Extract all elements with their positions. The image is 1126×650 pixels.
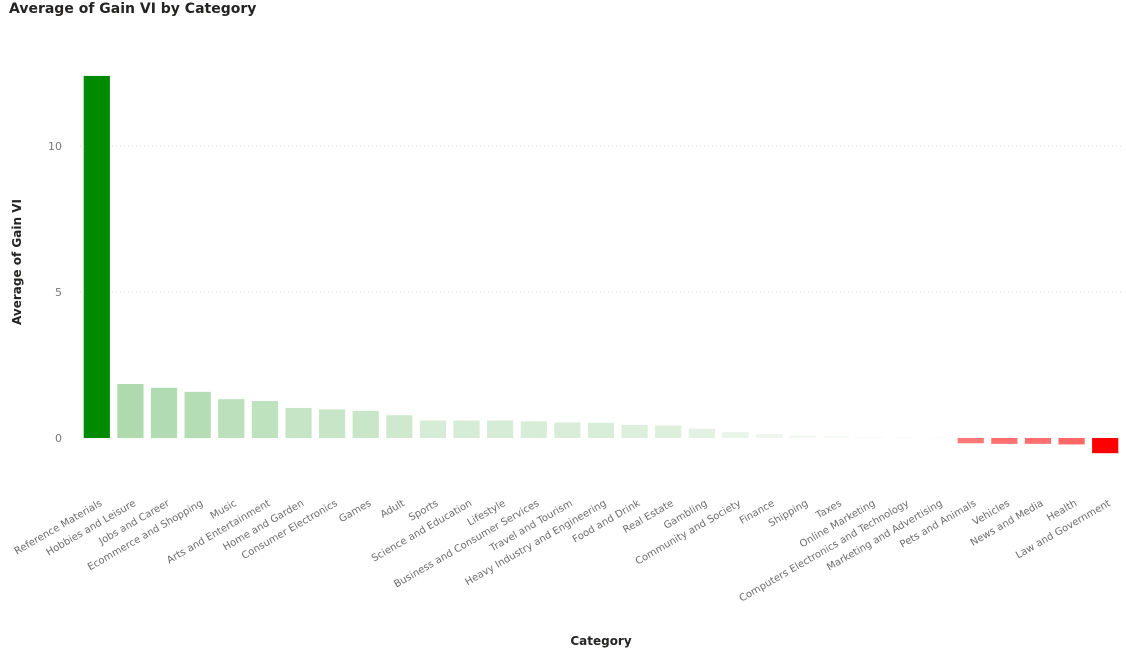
- bar: [755, 433, 783, 438]
- bar: [722, 432, 749, 438]
- bar: [823, 435, 850, 438]
- bar: [856, 436, 884, 438]
- x-axis-title: Category: [570, 634, 632, 648]
- bar: [352, 410, 379, 438]
- bar: [621, 424, 648, 438]
- y-tick-label: 0: [55, 432, 62, 445]
- bar: [83, 75, 110, 439]
- bar: [386, 415, 413, 438]
- bar: [419, 420, 447, 438]
- bar: [688, 428, 715, 438]
- bar: [789, 435, 816, 438]
- bar: [487, 420, 514, 438]
- y-tick-label: 10: [48, 140, 62, 153]
- bar: [587, 422, 615, 438]
- bar: [218, 399, 245, 438]
- chart-title: Average of Gain VI by Category: [9, 1, 257, 17]
- bar: [251, 400, 278, 438]
- bar: [1024, 438, 1052, 444]
- bar: [924, 437, 951, 439]
- bar: [150, 387, 178, 438]
- bar: [890, 437, 917, 439]
- bar: [184, 391, 211, 438]
- bar: [318, 409, 346, 438]
- bar: [957, 438, 984, 444]
- bar: [1058, 438, 1085, 445]
- bar: [554, 422, 581, 438]
- bar: [285, 407, 312, 438]
- bar: [1092, 438, 1119, 454]
- x-tick-label: Adult: [379, 498, 407, 521]
- y-tick-label: 5: [55, 286, 62, 299]
- x-tick-label: Games: [337, 498, 373, 525]
- bar: [991, 438, 1018, 444]
- bar: [117, 383, 144, 438]
- bar: [520, 421, 547, 438]
- bar: [655, 425, 682, 438]
- bar: [453, 420, 480, 438]
